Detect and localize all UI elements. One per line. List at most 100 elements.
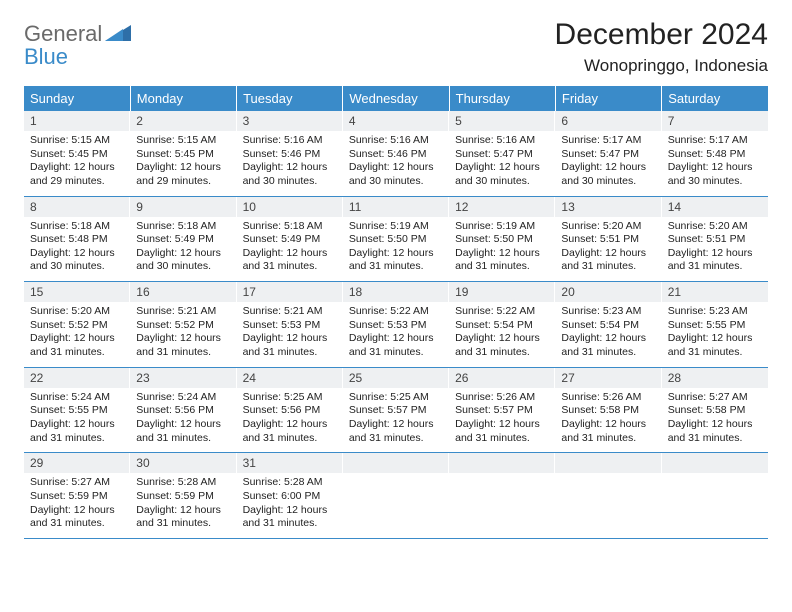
day-body: Sunrise: 5:15 AMSunset: 5:45 PMDaylight:… — [130, 131, 236, 196]
day-body: Sunrise: 5:16 AMSunset: 5:46 PMDaylight:… — [237, 131, 343, 196]
sunset-text: Sunset: 5:46 PM — [243, 148, 337, 162]
day-body: Sunrise: 5:21 AMSunset: 5:52 PMDaylight:… — [130, 302, 236, 367]
day-body: Sunrise: 5:25 AMSunset: 5:57 PMDaylight:… — [343, 388, 449, 453]
sunrise-text: Sunrise: 5:22 AM — [349, 305, 443, 319]
week-row: 15Sunrise: 5:20 AMSunset: 5:52 PMDayligh… — [24, 282, 768, 368]
logo-word-blue: Blue — [24, 44, 68, 69]
sunrise-text: Sunrise: 5:23 AM — [561, 305, 655, 319]
daylight-text: and 31 minutes. — [668, 346, 762, 360]
daylight-text: Daylight: 12 hours — [668, 247, 762, 261]
day-number: 22 — [24, 368, 130, 388]
calendar-table: Sunday Monday Tuesday Wednesday Thursday… — [24, 86, 768, 538]
daylight-text: and 31 minutes. — [455, 260, 549, 274]
daylight-text: Daylight: 12 hours — [561, 332, 655, 346]
sunset-text: Sunset: 5:46 PM — [349, 148, 443, 162]
day-cell: 27Sunrise: 5:26 AMSunset: 5:58 PMDayligh… — [555, 367, 661, 453]
day-number: 6 — [555, 111, 661, 131]
day-body: Sunrise: 5:26 AMSunset: 5:57 PMDaylight:… — [449, 388, 555, 453]
day-body: Sunrise: 5:27 AMSunset: 5:59 PMDaylight:… — [24, 473, 130, 538]
day-number: 5 — [449, 111, 555, 131]
sunrise-text: Sunrise: 5:15 AM — [30, 134, 124, 148]
daylight-text: Daylight: 12 hours — [561, 418, 655, 432]
day-number: 8 — [24, 197, 130, 217]
daylight-text: Daylight: 12 hours — [136, 504, 230, 518]
day-body: Sunrise: 5:20 AMSunset: 5:52 PMDaylight:… — [24, 302, 130, 367]
day-number: 18 — [343, 282, 449, 302]
day-number: 31 — [237, 453, 343, 473]
sunset-text: Sunset: 5:48 PM — [30, 233, 124, 247]
daylight-text: and 31 minutes. — [243, 260, 337, 274]
day-body: Sunrise: 5:27 AMSunset: 5:58 PMDaylight:… — [662, 388, 768, 453]
sunrise-text: Sunrise: 5:26 AM — [455, 391, 549, 405]
sunset-text: Sunset: 5:56 PM — [243, 404, 337, 418]
daylight-text: and 31 minutes. — [136, 432, 230, 446]
day-body — [343, 473, 449, 525]
daylight-text: and 31 minutes. — [30, 517, 124, 531]
dow-wednesday: Wednesday — [343, 86, 449, 111]
daylight-text: and 31 minutes. — [349, 346, 443, 360]
daylight-text: Daylight: 12 hours — [30, 504, 124, 518]
daylight-text: and 31 minutes. — [349, 260, 443, 274]
sunset-text: Sunset: 5:52 PM — [30, 319, 124, 333]
daylight-text: and 31 minutes. — [561, 346, 655, 360]
daylight-text: Daylight: 12 hours — [455, 247, 549, 261]
daylight-text: and 30 minutes. — [243, 175, 337, 189]
sunrise-text: Sunrise: 5:28 AM — [243, 476, 337, 490]
daylight-text: Daylight: 12 hours — [668, 161, 762, 175]
day-body: Sunrise: 5:20 AMSunset: 5:51 PMDaylight:… — [662, 217, 768, 282]
sunrise-text: Sunrise: 5:25 AM — [349, 391, 443, 405]
daylight-text: and 31 minutes. — [561, 432, 655, 446]
day-number: 19 — [449, 282, 555, 302]
day-body — [449, 473, 555, 525]
day-body: Sunrise: 5:16 AMSunset: 5:47 PMDaylight:… — [449, 131, 555, 196]
page: General Blue December 2024 Wonopringgo, … — [0, 0, 792, 539]
day-body: Sunrise: 5:22 AMSunset: 5:54 PMDaylight:… — [449, 302, 555, 367]
day-body: Sunrise: 5:22 AMSunset: 5:53 PMDaylight:… — [343, 302, 449, 367]
day-cell: 30Sunrise: 5:28 AMSunset: 5:59 PMDayligh… — [130, 453, 236, 538]
daylight-text: and 31 minutes. — [30, 346, 124, 360]
sunset-text: Sunset: 5:57 PM — [349, 404, 443, 418]
sunset-text: Sunset: 5:55 PM — [30, 404, 124, 418]
week-row: 1Sunrise: 5:15 AMSunset: 5:45 PMDaylight… — [24, 111, 768, 196]
sunrise-text: Sunrise: 5:20 AM — [30, 305, 124, 319]
sunset-text: Sunset: 5:54 PM — [455, 319, 549, 333]
daylight-text: Daylight: 12 hours — [455, 418, 549, 432]
sunrise-text: Sunrise: 5:19 AM — [455, 220, 549, 234]
day-number: 13 — [555, 197, 661, 217]
daylight-text: and 31 minutes. — [243, 517, 337, 531]
dow-tuesday: Tuesday — [237, 86, 343, 111]
day-cell: 21Sunrise: 5:23 AMSunset: 5:55 PMDayligh… — [662, 282, 768, 368]
sunset-text: Sunset: 5:57 PM — [455, 404, 549, 418]
sunset-text: Sunset: 5:52 PM — [136, 319, 230, 333]
day-cell: 14Sunrise: 5:20 AMSunset: 5:51 PMDayligh… — [662, 196, 768, 282]
logo: General Blue — [24, 18, 131, 68]
logo-word-general: General — [24, 21, 102, 46]
sunrise-text: Sunrise: 5:19 AM — [349, 220, 443, 234]
day-body: Sunrise: 5:25 AMSunset: 5:56 PMDaylight:… — [237, 388, 343, 453]
daylight-text: and 30 minutes. — [349, 175, 443, 189]
day-cell: 7Sunrise: 5:17 AMSunset: 5:48 PMDaylight… — [662, 111, 768, 196]
day-cell: 8Sunrise: 5:18 AMSunset: 5:48 PMDaylight… — [24, 196, 130, 282]
sunset-text: Sunset: 5:49 PM — [243, 233, 337, 247]
day-number: 20 — [555, 282, 661, 302]
day-number: 25 — [343, 368, 449, 388]
sunrise-text: Sunrise: 5:17 AM — [561, 134, 655, 148]
day-body: Sunrise: 5:17 AMSunset: 5:47 PMDaylight:… — [555, 131, 661, 196]
bottom-rule — [24, 538, 768, 539]
day-body: Sunrise: 5:23 AMSunset: 5:55 PMDaylight:… — [662, 302, 768, 367]
day-number: 2 — [130, 111, 236, 131]
week-row: 29Sunrise: 5:27 AMSunset: 5:59 PMDayligh… — [24, 453, 768, 538]
sunset-text: Sunset: 5:51 PM — [668, 233, 762, 247]
day-number: 27 — [555, 368, 661, 388]
sunrise-text: Sunrise: 5:17 AM — [668, 134, 762, 148]
sunset-text: Sunset: 5:45 PM — [136, 148, 230, 162]
day-body: Sunrise: 5:24 AMSunset: 5:55 PMDaylight:… — [24, 388, 130, 453]
sunrise-text: Sunrise: 5:27 AM — [668, 391, 762, 405]
week-row: 22Sunrise: 5:24 AMSunset: 5:55 PMDayligh… — [24, 367, 768, 453]
sunset-text: Sunset: 5:48 PM — [668, 148, 762, 162]
day-cell: 10Sunrise: 5:18 AMSunset: 5:49 PMDayligh… — [237, 196, 343, 282]
day-cell: 6Sunrise: 5:17 AMSunset: 5:47 PMDaylight… — [555, 111, 661, 196]
sunrise-text: Sunrise: 5:16 AM — [455, 134, 549, 148]
sunrise-text: Sunrise: 5:24 AM — [30, 391, 124, 405]
daylight-text: Daylight: 12 hours — [561, 161, 655, 175]
